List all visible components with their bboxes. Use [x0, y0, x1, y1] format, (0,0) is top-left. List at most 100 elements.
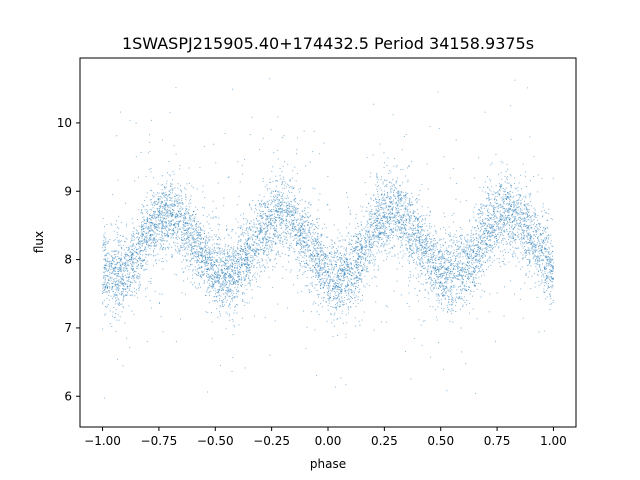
- data-point: [165, 222, 167, 224]
- data-point: [369, 212, 371, 214]
- data-point: [492, 216, 494, 218]
- data-point: [390, 186, 392, 188]
- data-point: [389, 237, 391, 239]
- data-point: [344, 289, 346, 291]
- data-point: [241, 164, 243, 166]
- data-point: [346, 235, 348, 237]
- data-point: [277, 200, 279, 202]
- data-point: [340, 284, 342, 286]
- data-point: [520, 212, 522, 214]
- data-point: [112, 260, 114, 262]
- data-point: [446, 269, 448, 271]
- data-point: [263, 223, 265, 225]
- data-point: [207, 251, 209, 253]
- data-point: [145, 250, 147, 252]
- data-point: [328, 274, 330, 276]
- data-point: [318, 262, 320, 264]
- data-point: [395, 229, 397, 231]
- data-point: [412, 252, 414, 254]
- data-point: [265, 213, 267, 215]
- data-point: [119, 266, 121, 268]
- data-point: [541, 270, 543, 272]
- data-point: [207, 254, 209, 256]
- data-point: [237, 244, 239, 245]
- data-point: [455, 293, 457, 295]
- data-point: [187, 230, 189, 232]
- data-point: [280, 217, 282, 219]
- data-point: [184, 225, 186, 227]
- data-point: [210, 261, 212, 263]
- data-point: [214, 264, 216, 266]
- data-point: [436, 242, 438, 244]
- data-point: [438, 127, 440, 129]
- data-point: [160, 221, 162, 223]
- data-point: [508, 211, 510, 213]
- data-point: [268, 222, 270, 224]
- data-point: [196, 240, 198, 242]
- data-point: [318, 247, 320, 249]
- data-point: [484, 261, 486, 263]
- data-point: [445, 279, 447, 281]
- data-point: [253, 225, 255, 227]
- data-point: [302, 228, 304, 230]
- data-point: [366, 210, 368, 212]
- data-point: [264, 231, 266, 233]
- data-point: [536, 244, 538, 246]
- data-point: [219, 247, 221, 249]
- data-point: [195, 274, 197, 276]
- data-point: [223, 253, 225, 254]
- data-point: [146, 236, 148, 238]
- data-point: [446, 280, 448, 282]
- data-point: [123, 283, 125, 285]
- data-point: [336, 256, 338, 258]
- data-point: [118, 319, 120, 321]
- data-point: [537, 274, 539, 276]
- data-point: [249, 245, 251, 247]
- data-point: [161, 202, 163, 204]
- data-point: [121, 247, 123, 249]
- data-point: [295, 229, 297, 231]
- data-point: [438, 266, 440, 268]
- data-point: [345, 260, 347, 262]
- data-point: [278, 199, 280, 201]
- data-point: [150, 218, 152, 220]
- data-point: [451, 281, 453, 283]
- data-point: [304, 221, 306, 223]
- data-point: [259, 203, 261, 205]
- data-point: [296, 219, 298, 221]
- data-point: [403, 196, 405, 197]
- data-point: [344, 273, 346, 275]
- data-point: [173, 210, 175, 212]
- data-point: [217, 281, 219, 283]
- data-point: [106, 287, 108, 289]
- data-point: [306, 243, 308, 245]
- data-point: [207, 274, 209, 276]
- data-point: [212, 285, 214, 287]
- data-point: [214, 300, 216, 302]
- data-point: [464, 268, 466, 270]
- data-point: [438, 300, 440, 302]
- data-point: [491, 233, 493, 235]
- data-point: [231, 229, 233, 231]
- data-point: [533, 243, 535, 245]
- data-point: [452, 255, 454, 257]
- data-point: [353, 273, 355, 275]
- data-point: [106, 263, 108, 265]
- data-point: [439, 259, 441, 261]
- data-point: [289, 228, 290, 230]
- data-point: [224, 264, 226, 266]
- data-point: [480, 255, 482, 257]
- data-point: [169, 204, 171, 206]
- data-point: [439, 281, 441, 283]
- data-point: [435, 281, 437, 283]
- data-point: [245, 270, 247, 272]
- data-point: [206, 275, 208, 277]
- data-point: [307, 224, 309, 226]
- data-point: [141, 233, 143, 235]
- data-point: [402, 223, 404, 225]
- data-point: [165, 202, 167, 204]
- data-point: [384, 194, 386, 196]
- data-point: [466, 253, 468, 255]
- data-point: [160, 213, 162, 215]
- data-point: [434, 257, 436, 259]
